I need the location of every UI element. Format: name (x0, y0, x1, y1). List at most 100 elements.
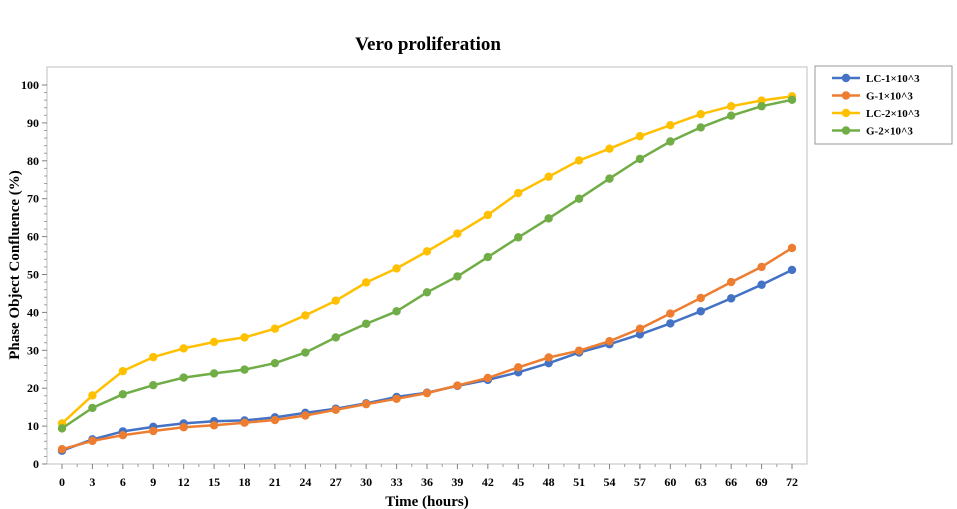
y-tick-label: 70 (27, 192, 39, 206)
data-point (483, 373, 493, 383)
data-point (605, 174, 614, 183)
legend-label: G-1×10^3 (866, 91, 913, 103)
legend-label: LC-2×10^3 (866, 108, 920, 120)
data-point (118, 430, 128, 440)
y-axis-label: Phase Object Confluence (%) (7, 170, 23, 360)
x-tick-label: 33 (391, 475, 403, 489)
x-tick-label: 27 (330, 475, 342, 489)
data-point (179, 423, 188, 432)
data-point (666, 137, 675, 146)
data-point (179, 373, 188, 382)
data-point (605, 337, 614, 346)
x-tick-label: 51 (573, 475, 585, 489)
x-tick-label: 15 (208, 475, 220, 489)
data-point (392, 307, 401, 316)
x-tick-label: 48 (543, 475, 555, 489)
data-point (301, 348, 310, 357)
data-point (726, 102, 736, 111)
x-tick-label: 18 (239, 475, 251, 489)
data-point (88, 391, 97, 400)
data-point (422, 388, 432, 398)
data-point (544, 214, 553, 223)
data-point (118, 366, 128, 376)
data-point (361, 319, 371, 328)
data-point (757, 280, 766, 289)
y-tick-label: 0 (33, 457, 39, 471)
data-point (209, 421, 219, 430)
data-point (301, 411, 310, 420)
x-tick-label: 54 (604, 475, 616, 489)
data-point (605, 144, 614, 153)
x-tick-label: 60 (664, 475, 676, 489)
chart-title: Vero proliferation (355, 34, 501, 55)
data-point (422, 288, 432, 297)
x-tick-label: 63 (695, 475, 707, 489)
data-point (361, 278, 371, 287)
data-point (726, 294, 736, 303)
data-point (149, 352, 158, 362)
data-point (331, 296, 340, 305)
data-point (787, 265, 797, 275)
legend-swatch-marker (841, 91, 851, 100)
data-point (635, 154, 645, 164)
data-point (240, 418, 249, 427)
x-tick-label: 3 (89, 475, 95, 489)
y-axis: 0 10 20 30 40 50 60 70 80 90 100 (21, 78, 47, 471)
x-tick-label: 21 (269, 475, 281, 489)
data-point (118, 390, 128, 399)
data-point (331, 333, 340, 342)
legend: LC-1×10^3 G-1×10^3 LC-2×10^3 G-2×10^3 (814, 65, 953, 145)
legend-swatch-marker (841, 126, 851, 135)
data-point (270, 324, 280, 333)
data-point (149, 380, 158, 390)
x-tick-label: 72 (786, 475, 798, 489)
x-tick-label: 39 (451, 475, 463, 489)
data-point (88, 436, 97, 446)
data-point (635, 324, 645, 333)
x-tick-label: 6 (120, 475, 126, 489)
x-tick-label: 57 (634, 475, 646, 489)
data-point (453, 381, 462, 390)
data-point (574, 194, 584, 203)
legend-swatch-marker (841, 108, 851, 118)
data-point (301, 311, 310, 320)
data-point (544, 172, 553, 181)
data-point (666, 120, 675, 130)
series-layer (57, 92, 797, 455)
data-point (666, 309, 675, 318)
x-tick-label: 30 (360, 475, 372, 489)
data-point (787, 243, 797, 253)
data-point (696, 109, 705, 119)
x-axis-label: Time (hours) (385, 494, 468, 509)
y-tick-label: 30 (27, 343, 39, 357)
data-point (726, 277, 736, 287)
data-point (726, 111, 736, 120)
y-tick-label: 10 (27, 419, 39, 433)
data-point (514, 363, 523, 372)
data-point (757, 262, 766, 272)
data-point (270, 358, 280, 368)
data-point (696, 293, 705, 303)
data-point (392, 264, 401, 273)
data-point (483, 210, 493, 220)
data-point (696, 307, 705, 316)
data-point (179, 344, 188, 353)
data-point (270, 415, 280, 425)
data-point (787, 95, 797, 104)
data-point (57, 424, 67, 433)
data-point (57, 445, 67, 454)
legend-swatch-marker (841, 73, 851, 83)
y-tick-label: 100 (21, 78, 39, 92)
data-point (392, 394, 401, 404)
y-tick-label: 20 (27, 381, 39, 395)
data-point (209, 369, 219, 378)
data-point (149, 426, 158, 436)
data-point (453, 229, 462, 238)
data-point (514, 233, 523, 242)
legend-label: LC-1×10^3 (866, 73, 920, 85)
data-point (666, 319, 675, 328)
data-point (483, 252, 493, 262)
legend-label: G-2×10^3 (866, 126, 913, 138)
x-tick-label: 66 (725, 475, 737, 489)
